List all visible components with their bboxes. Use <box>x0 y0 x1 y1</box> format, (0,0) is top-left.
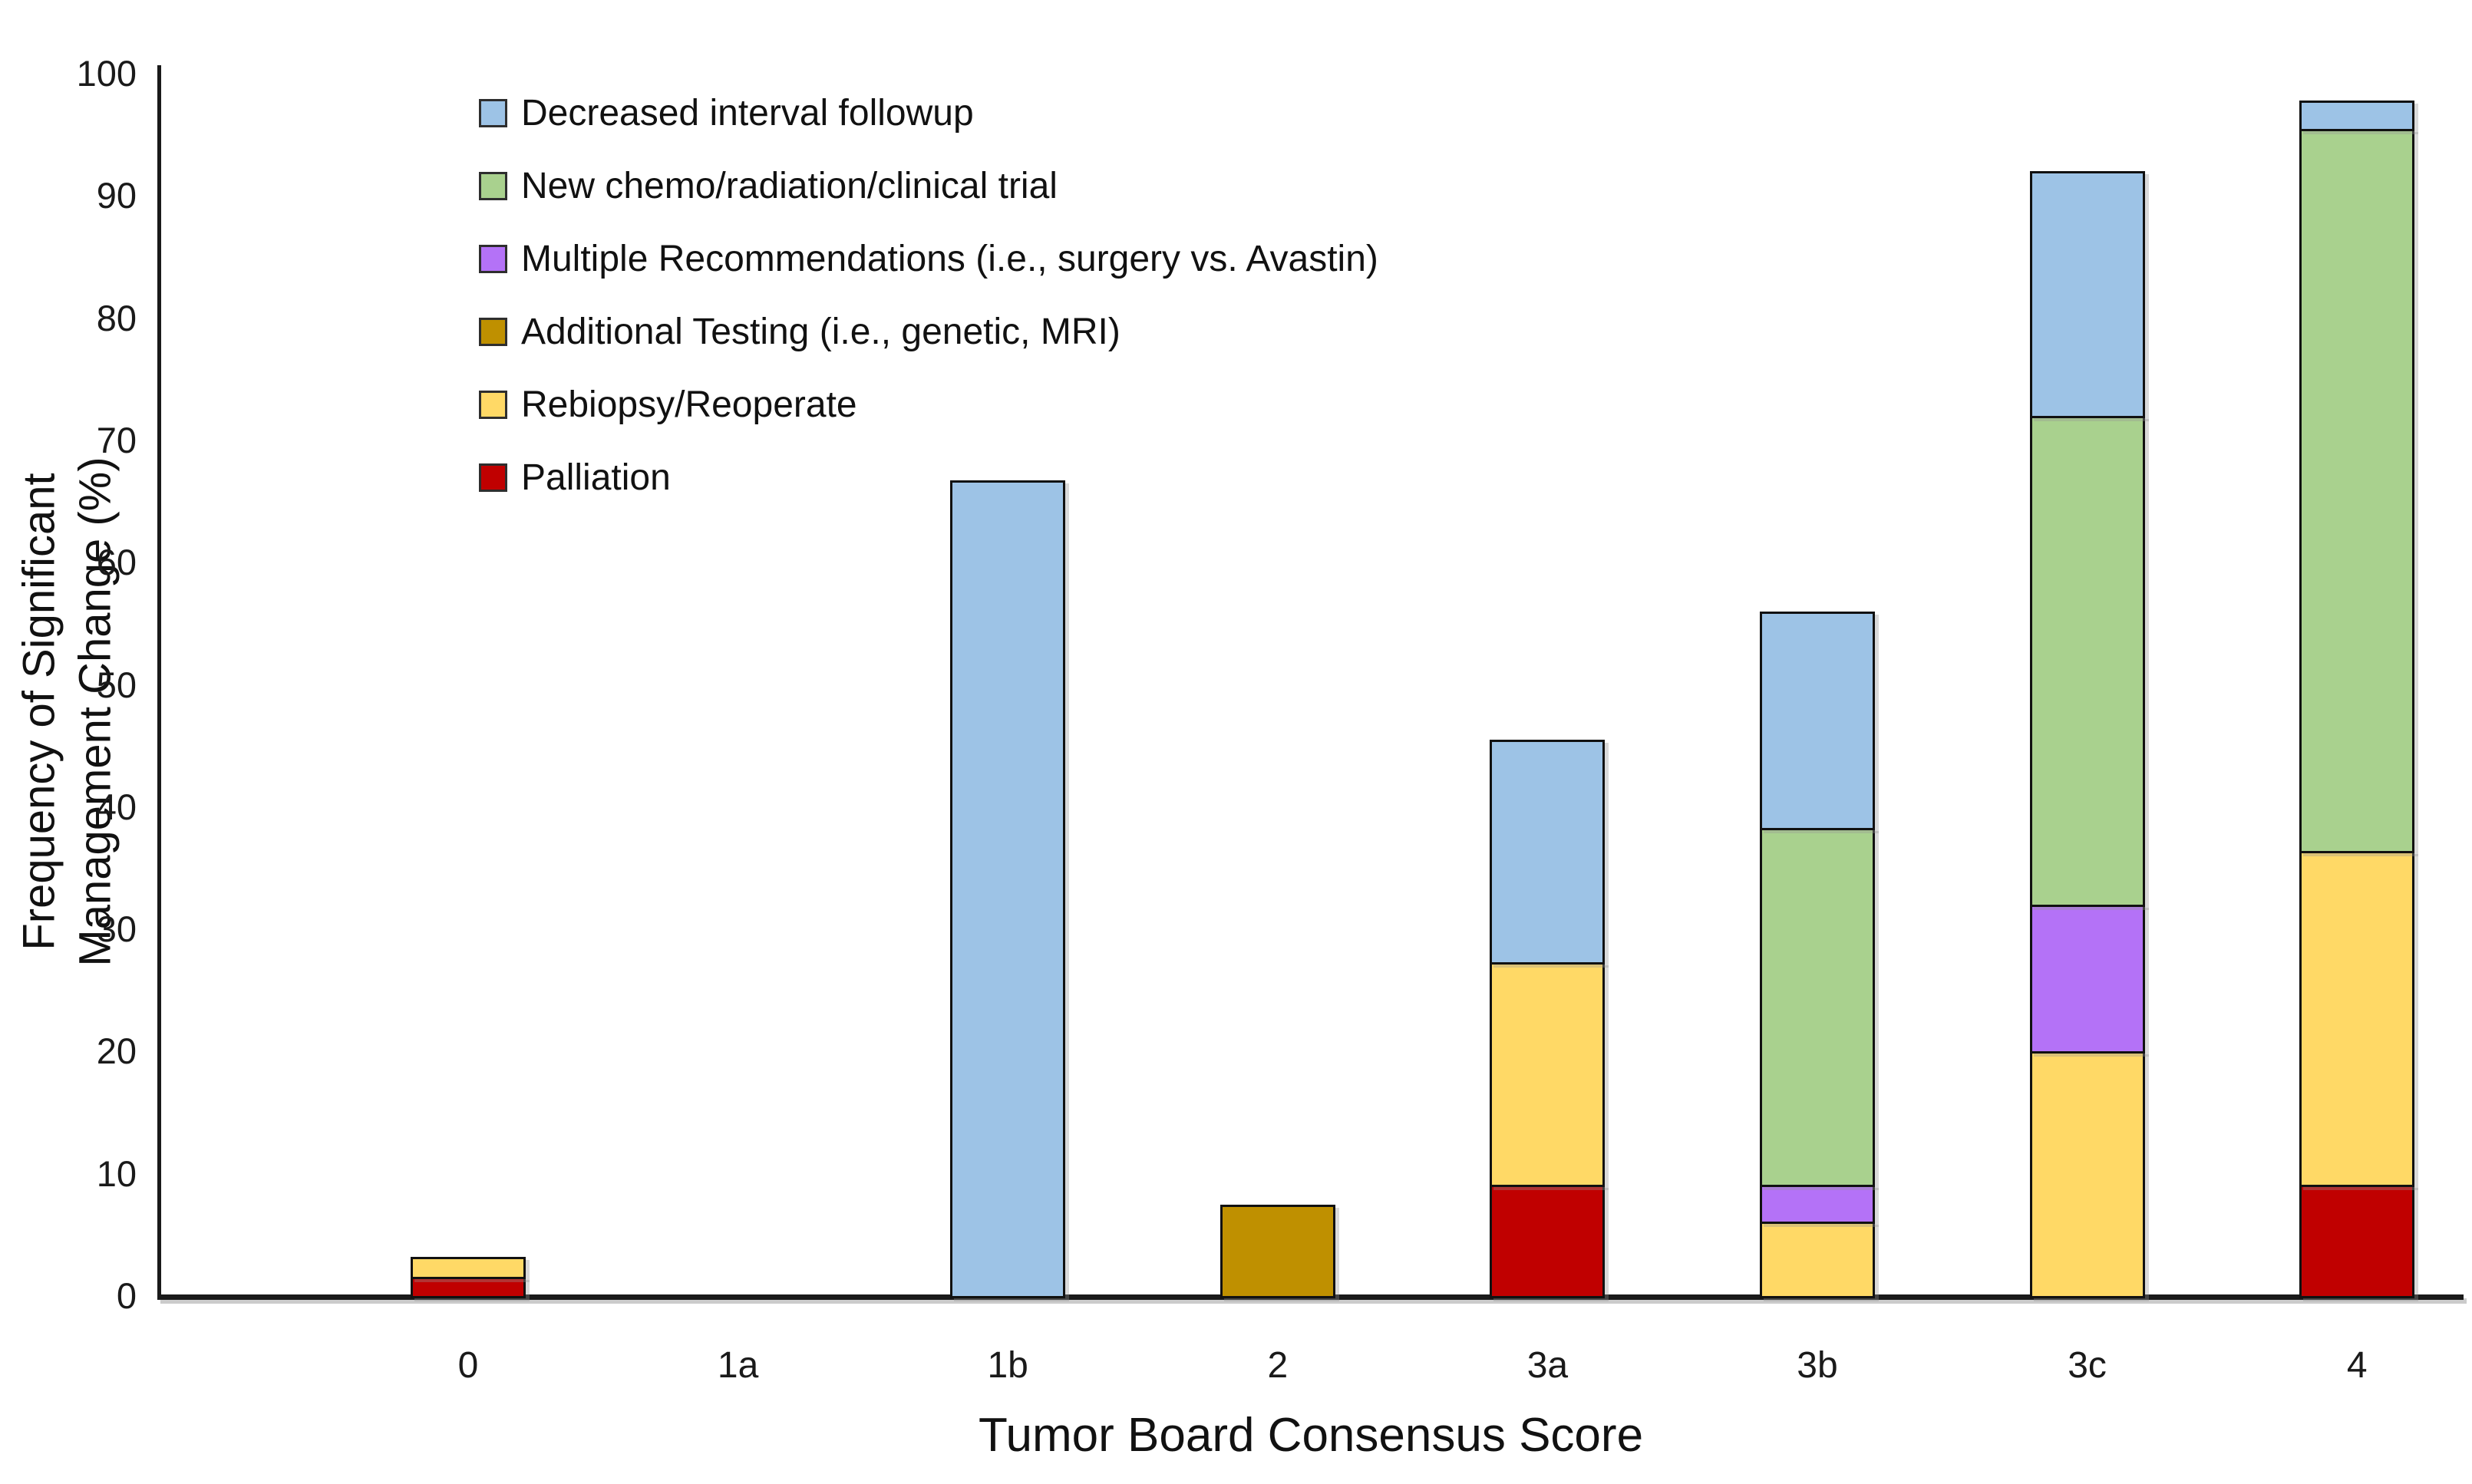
bar-segment <box>1760 611 1875 830</box>
y-tick-label: 0 <box>116 1275 137 1316</box>
y-tick-label: 60 <box>96 542 137 583</box>
x-tick-label: 0 <box>457 1345 479 1386</box>
legend-item: Rebiopsy/Reoperate <box>479 368 1378 441</box>
bar-segment <box>2299 128 2415 854</box>
legend-swatch <box>479 463 507 492</box>
y-tick-label: 20 <box>96 1031 137 1072</box>
legend-swatch <box>479 391 507 419</box>
y-tick-label: 100 <box>76 53 137 94</box>
legend-label: Decreased interval followup <box>521 92 974 134</box>
bar-segment <box>1760 1185 1875 1224</box>
legend-swatch <box>479 99 507 127</box>
y-tick-label: 50 <box>96 664 137 705</box>
y-axis-title-line2: Management Change (%) <box>70 457 120 967</box>
bar-segment <box>1490 962 1606 1188</box>
bar-segment <box>2299 101 2415 131</box>
y-axis-line <box>157 65 161 1299</box>
legend-label: Multiple Recommendations (i.e., surgery … <box>521 238 1378 279</box>
y-tick-label: 90 <box>96 175 137 216</box>
legend-swatch <box>479 245 507 273</box>
y-tick-label: 40 <box>96 786 137 827</box>
bar-segment <box>2029 905 2145 1054</box>
x-tick-label: 4 <box>2346 1345 2368 1386</box>
bar-segment <box>2029 171 2145 419</box>
chart-legend: Decreased interval followup New chemo/rad… <box>479 77 1378 514</box>
x-axis-title: Tumor Board Consensus Score <box>978 1409 1644 1462</box>
y-tick-label: 70 <box>96 419 137 460</box>
x-tick-label: 3a <box>1526 1345 1569 1386</box>
bar-segment <box>2029 416 2145 908</box>
legend-swatch <box>479 318 507 346</box>
bar-segment <box>1490 740 1606 965</box>
y-tick-label: 80 <box>96 297 137 338</box>
legend-swatch <box>479 172 507 200</box>
bar-segment <box>2029 1051 2145 1298</box>
x-tick-label: 1a <box>717 1345 759 1386</box>
legend-label: Palliation <box>521 457 671 498</box>
legend-item: Decreased interval followup <box>479 77 1378 150</box>
bar-segment <box>1219 1204 1335 1298</box>
legend-label: Additional Testing (i.e., genetic, MRI) <box>521 311 1120 352</box>
bar-segment <box>950 480 1066 1298</box>
legend-label: Rebiopsy/Reoperate <box>521 384 857 425</box>
legend-item: New chemo/radiation/clinical trial <box>479 150 1378 223</box>
legend-item: Additional Testing (i.e., genetic, MRI) <box>479 295 1378 368</box>
bar-segment <box>1760 827 1875 1188</box>
x-tick-label: 1b <box>987 1345 1028 1386</box>
x-tick-label: 3c <box>2068 1345 2107 1386</box>
bar-segment <box>1490 1185 1606 1298</box>
bar-segment <box>411 1276 526 1298</box>
x-tick-label: 3b <box>1797 1345 1838 1386</box>
y-tick-label: 30 <box>96 909 137 950</box>
bar-segment <box>411 1257 526 1279</box>
bar-segment <box>2299 851 2415 1188</box>
bar-segment <box>1760 1221 1875 1298</box>
bar-segment <box>2299 1185 2415 1298</box>
x-tick-label: 2 <box>1267 1345 1289 1386</box>
legend-item: Palliation <box>479 441 1378 514</box>
y-tick-label: 10 <box>96 1153 137 1194</box>
legend-item: Multiple Recommendations (i.e., surgery … <box>479 223 1378 295</box>
legend-label: New chemo/radiation/clinical trial <box>521 165 1058 206</box>
